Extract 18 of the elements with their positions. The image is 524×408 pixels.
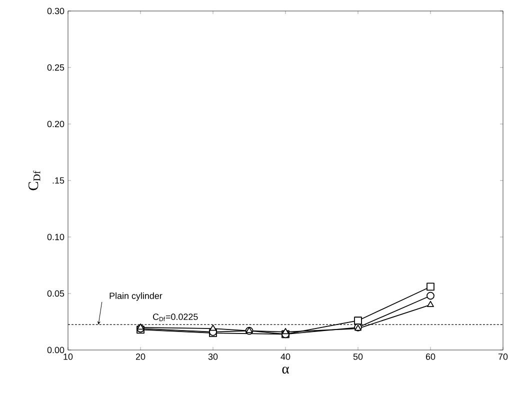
y-tick-label: 0.10 [47, 234, 64, 240]
y-tick-label: 0.30 [47, 8, 64, 14]
x-tick-label: 30 [208, 354, 218, 360]
x-tick-label: 10 [64, 354, 73, 360]
y-tick-label: 0.00 [47, 346, 64, 354]
x-axis-title: α [282, 366, 289, 374]
ref-line-label: Plain cylinder [110, 292, 162, 301]
x-tick-label: 70 [498, 354, 508, 360]
x-tick-label: 40 [280, 354, 290, 360]
y-tick-label: .15 [52, 177, 64, 184]
y-tick-label: 0.20 [47, 120, 64, 128]
y-tick-label: 0.05 [47, 290, 64, 297]
y-tick-label: 0.25 [47, 64, 64, 71]
x-tick-label: 50 [353, 354, 363, 360]
y-axis-title: C$_{Df}$ [28, 170, 40, 190]
annotation: C$_{Df}$=0.0225 [153, 314, 198, 322]
x-tick-label: 60 [426, 354, 436, 360]
x-tick-label: 20 [136, 354, 146, 360]
